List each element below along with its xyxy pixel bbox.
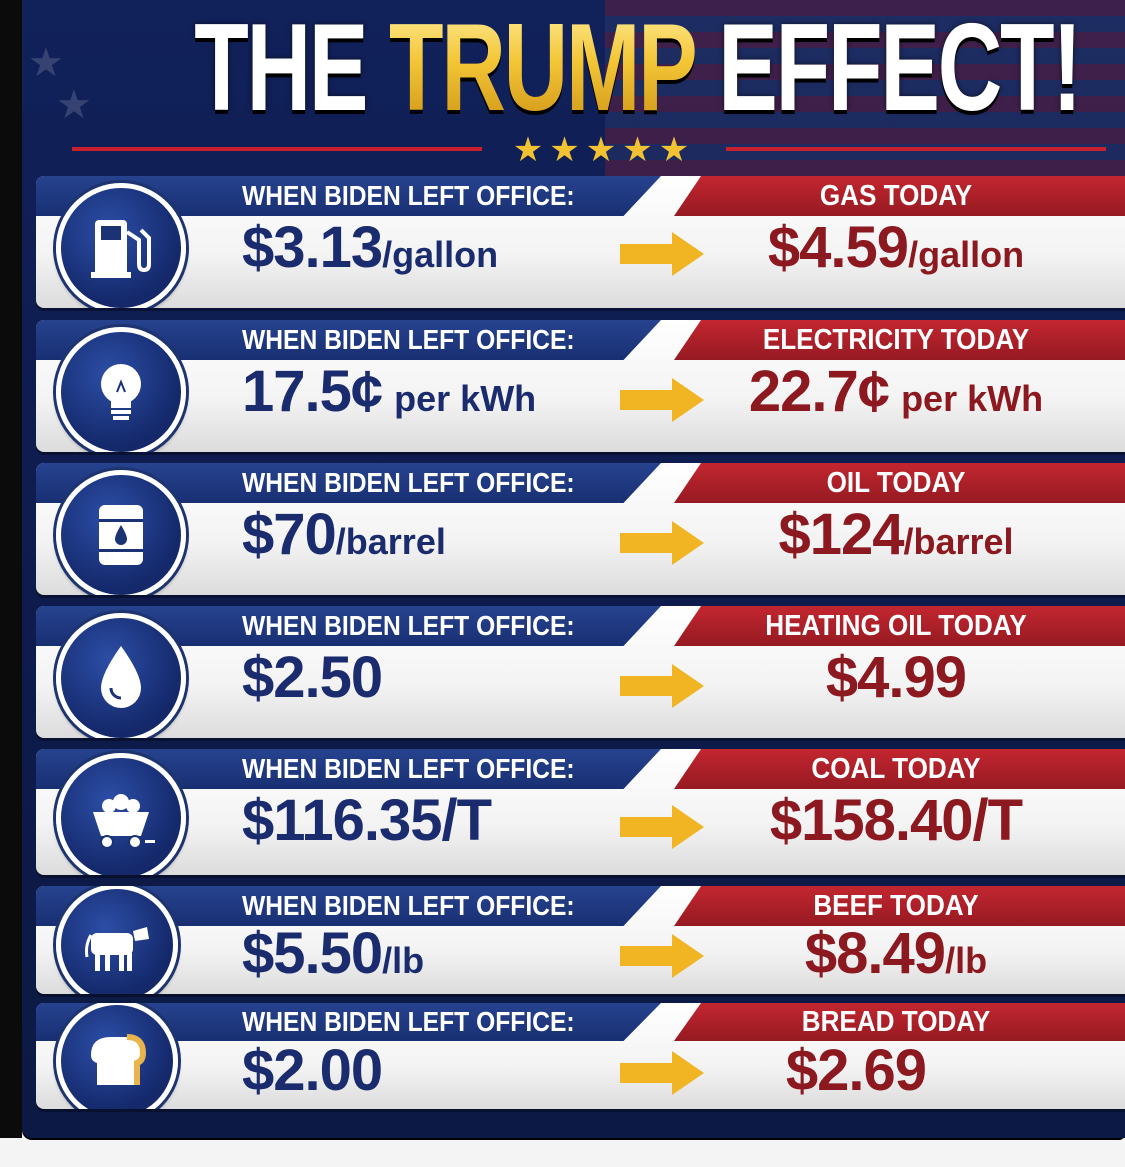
right-unit: /barrel [903,521,1014,562]
left-label: WHEN BIDEN LEFT OFFICE: [242,890,575,921]
divider-line-right [726,147,1106,151]
left-label: WHEN BIDEN LEFT OFFICE: [242,1006,575,1037]
comparison-row-heating-oil: WHEN BIDEN LEFT OFFICE: HEATING OIL TODA… [36,606,1125,738]
right-label: ELECTRICITY TODAY [762,324,1030,356]
title-word-trump: TRUMP [388,0,698,137]
divider-line-left [72,147,482,151]
row-right-banner [674,749,1125,789]
infographic-poster: ★ ★ THE TRUMP EFFECT! ★★★★★ WHEN BIDEN L… [22,0,1125,1138]
divider-stars: ★★★★★ [512,131,696,169]
right-amount: 22.7¢ [748,359,890,424]
left-value: $2.00 [242,1042,383,1100]
title-word-the: THE [194,0,368,137]
left-unit: /lb [382,940,425,981]
right-value: $124/barrel [696,505,1096,565]
left-label: WHEN BIDEN LEFT OFFICE: [242,467,575,498]
lightbulb-icon [56,327,186,452]
arrow-right-icon [620,521,704,565]
left-unit: /gallon [382,234,499,275]
right-label: GAS TODAY [819,180,973,212]
right-label: OIL TODAY [826,467,966,499]
oil-drop-icon [56,613,186,738]
right-label: BREAD TODAY [801,1006,991,1038]
right-value: $158.40/T [696,791,1096,851]
right-amount: $124 [778,502,904,567]
left-label: WHEN BIDEN LEFT OFFICE: [242,753,575,784]
right-amount: $158.40/T [769,788,1023,853]
comparison-row-beef: WHEN BIDEN LEFT OFFICE: BEEF TODAY $5.50… [36,886,1125,994]
title-word-effect: EFFECT! [718,0,1082,137]
row-right-banner [674,320,1125,360]
left-amount: $116.35/T [242,788,492,853]
left-amount: $2.50 [242,645,383,710]
arrow-right-icon [620,1051,704,1095]
arrow-right-icon [620,664,704,708]
arrow-right-icon [620,232,704,276]
right-amount: $2.69 [785,1038,927,1103]
right-label: BEEF TODAY [813,890,979,922]
left-unit: /barrel [335,521,446,562]
left-value: 17.5¢ per kWh [242,362,536,422]
arrow-right-icon [620,934,704,978]
right-unit: /gallon [908,234,1025,275]
bread-icon [56,1003,178,1109]
right-value: $8.49/lb [696,925,1096,983]
coal-cart-icon [56,753,186,875]
left-value: $5.50/lb [242,925,425,983]
right-value: $4.59/gallon [696,218,1096,278]
row-right-banner [674,176,1125,216]
right-value: $2.69 [656,1042,1056,1100]
comparison-row-coal: WHEN BIDEN LEFT OFFICE: COAL TODAY $116.… [36,749,1125,875]
page-title: THE TRUMP EFFECT! [22,0,1125,138]
left-label: WHEN BIDEN LEFT OFFICE: [242,610,575,641]
background-star-icon: ★ [56,83,92,127]
row-right-banner [674,1003,1125,1041]
arrow-right-icon [620,805,704,849]
comparison-row-electricity: WHEN BIDEN LEFT OFFICE: ELECTRICITY TODA… [36,320,1125,452]
left-label: WHEN BIDEN LEFT OFFICE: [242,324,575,355]
left-value: $2.50 [242,645,383,710]
left-unit: per kWh [394,378,537,419]
left-value: $70/barrel [242,505,446,565]
left-amount: $3.13 [242,215,383,280]
right-amount: $4.59 [767,215,909,280]
left-edge-strip [0,0,22,1138]
right-unit: per kWh [901,378,1044,419]
comparison-row-oil: WHEN BIDEN LEFT OFFICE: OIL TODAY $70/ba… [36,463,1125,595]
right-value: 22.7¢ per kWh [696,362,1096,422]
left-amount: 17.5¢ [242,359,383,424]
cow-icon [56,886,178,994]
right-label: COAL TODAY [811,753,981,785]
row-right-banner [674,886,1125,926]
right-value: $4.99 [696,648,1096,708]
right-amount: $8.49 [804,921,946,986]
left-label: WHEN BIDEN LEFT OFFICE: [242,180,575,211]
row-right-banner [674,606,1125,646]
left-amount: $2.00 [242,1038,383,1103]
right-unit: /lb [945,940,988,981]
left-amount: $70 [242,502,337,567]
comparison-row-bread: WHEN BIDEN LEFT OFFICE: BREAD TODAY $2.0… [36,1003,1125,1109]
comparison-row-gas: WHEN BIDEN LEFT OFFICE: GAS TODAY $3.13/… [36,176,1125,308]
left-value: $3.13/gallon [242,218,498,278]
right-label: HEATING OIL TODAY [765,610,1027,642]
right-amount: $4.99 [825,645,967,710]
oil-barrel-icon [56,470,186,595]
row-right-banner [674,463,1125,503]
left-value: $116.35/T [242,788,492,853]
left-amount: $5.50 [242,921,383,986]
gas-pump-icon [56,183,186,308]
arrow-right-icon [620,378,704,422]
background-star-icon: ★ [28,41,64,85]
